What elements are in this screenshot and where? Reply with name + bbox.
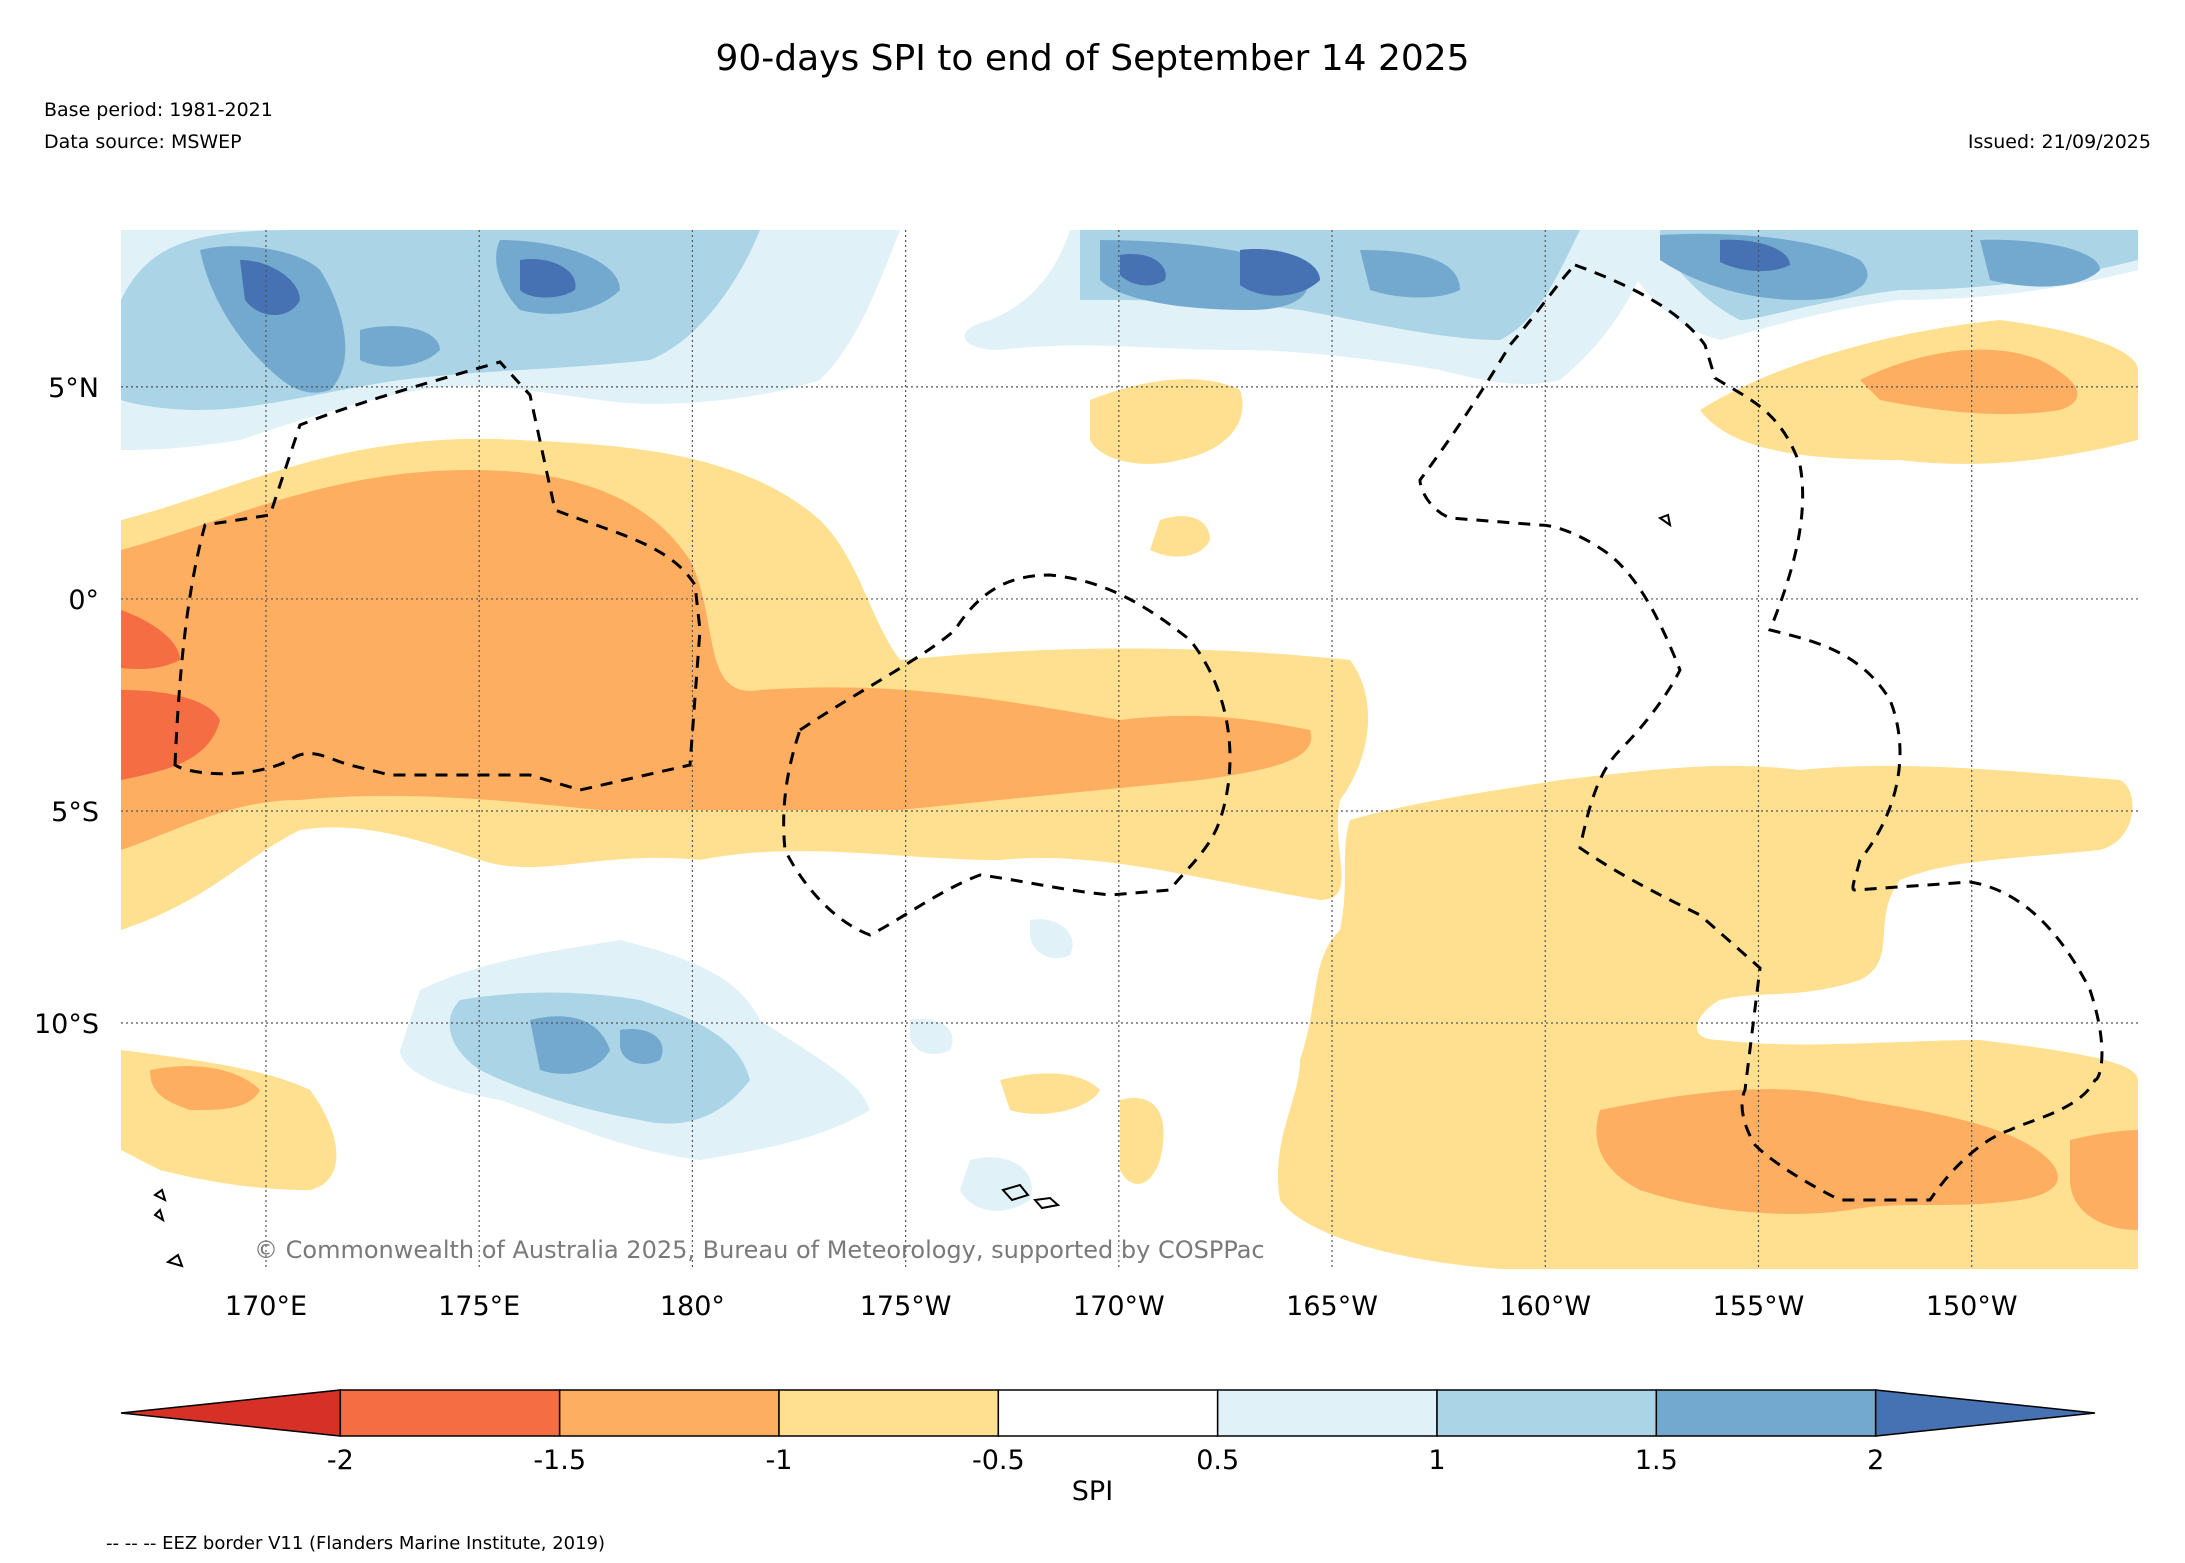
- map-title: 90-days SPI to end of September 14 2025: [715, 38, 1470, 79]
- longitude-tick-label: 150°W: [1926, 1291, 2018, 1322]
- colorbar-bin: [1655, 1389, 1877, 1437]
- colorbar-bin: [120, 1389, 342, 1437]
- longitude-tick-label: 155°W: [1713, 1291, 1805, 1322]
- base-period: Base period: 1981-2021: [44, 99, 273, 121]
- colorbar-bin: [1216, 1389, 1438, 1437]
- longitude-tick-label: 180°: [660, 1291, 725, 1322]
- island: [1657, 513, 1672, 528]
- colorbar-bin: [1874, 1389, 2096, 1437]
- latitude-tick-label: 5°S: [51, 797, 99, 828]
- data-source: Data source: MSWEP: [44, 131, 242, 153]
- eez-borders: [173, 263, 2104, 1202]
- wet-region-northwest-extreme: [240, 259, 576, 315]
- colorbar-bin: [997, 1389, 1219, 1437]
- longitude-tick-label: 170°W: [1073, 1291, 1165, 1322]
- latitude-tick-label: 10°S: [34, 1009, 99, 1040]
- latitude-tick-label: 0°: [68, 585, 99, 616]
- colorbar-bin: [778, 1389, 1000, 1437]
- colorbar-tick-label: 1: [1428, 1445, 1445, 1476]
- gridlines: 170°E 175°E 180° 175°W 170°W 165°W 160°W 155°W 1…: [34, 230, 2138, 1322]
- eez-border-west: [173, 360, 702, 792]
- dry-region-north-east-moderate: [1860, 349, 2078, 415]
- issued-date: Issued: 21/09/2025: [1967, 131, 2151, 153]
- colorbar-bin: [1436, 1389, 1658, 1437]
- wet-region-north-central-extreme: [1120, 249, 1320, 296]
- eez-legend: -- -- -- EEZ border V11 (Flanders Marine…: [106, 1533, 606, 1554]
- dry-region-central-patch: [1090, 379, 1243, 557]
- eez-border-central: [782, 573, 1232, 937]
- colorbar-tick-label: -1.5: [533, 1445, 586, 1476]
- colorbar-tick-label: -2: [327, 1445, 354, 1476]
- longitude-tick-label: 165°W: [1286, 1291, 1378, 1322]
- island: [153, 1188, 167, 1202]
- colorbar-tick-label: 1.5: [1635, 1445, 1678, 1476]
- longitude-tick-label: 175°W: [860, 1291, 952, 1322]
- colorbar-label: SPI: [1071, 1476, 1114, 1507]
- colorbar-tick-label: -1: [766, 1445, 793, 1476]
- dry-region-southwest-moderate: [150, 1066, 260, 1110]
- wet-region-small-south: [910, 919, 1073, 1211]
- colorbar-tick-label: -0.5: [972, 1445, 1025, 1476]
- wet-region-northwest-very: [200, 240, 620, 393]
- colorbar: -2 -1.5 -1 -0.5 0.5 1 1.5 2: [120, 1389, 2096, 1476]
- colorbar-bin: [339, 1389, 561, 1437]
- island: [153, 1208, 165, 1223]
- wet-anomaly-regions: [121, 230, 2138, 1211]
- colorbar-tick-label: 0.5: [1196, 1445, 1239, 1476]
- dry-region-west-severe: [121, 610, 220, 780]
- longitude-tick-label: 160°W: [1499, 1291, 1591, 1322]
- wet-region-south-very: [530, 1016, 663, 1074]
- dry-region-west-moderate: [121, 470, 1312, 850]
- eez-border-east: [1418, 263, 2104, 1202]
- longitude-tick-label: 170°E: [225, 1291, 307, 1322]
- longitude-tick-label: 175°E: [438, 1291, 520, 1322]
- spi-field: [121, 230, 2138, 1269]
- island: [1033, 1196, 1061, 1210]
- copyright-credit: © Commonwealth of Australia 2025, Bureau…: [254, 1236, 1265, 1264]
- dry-anomaly-regions: [121, 320, 2138, 1269]
- dry-region-southeast-moderate: [1596, 1089, 2138, 1230]
- island-outlines: [153, 513, 1672, 1268]
- colorbar-bin: [558, 1389, 780, 1437]
- colorbar-tick-label: 2: [1867, 1445, 1884, 1476]
- island: [1001, 1183, 1030, 1202]
- dry-region-south-central: [1000, 1073, 1164, 1184]
- wet-region-northeast-extreme: [1720, 239, 1790, 272]
- latitude-tick-label: 5°N: [48, 373, 99, 404]
- island: [165, 1253, 184, 1268]
